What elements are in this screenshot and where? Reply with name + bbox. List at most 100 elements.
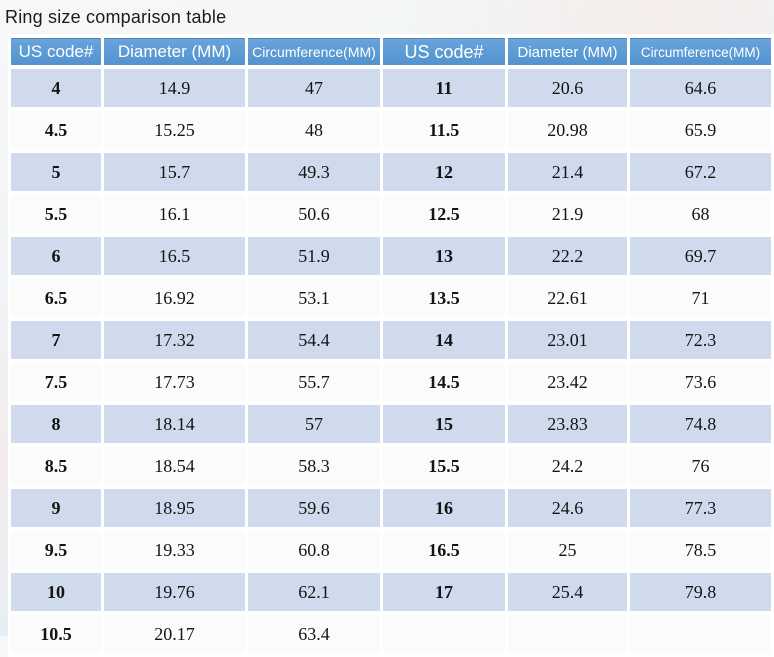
ring-size-table: US code# Diameter (MM) Circumference(MM)…: [8, 34, 774, 657]
table-cell: 6.5: [11, 279, 101, 317]
table-cell: 47: [248, 69, 380, 107]
table-cell: 4.5: [11, 111, 101, 149]
table-cell: 15.7: [104, 153, 245, 191]
table-cell: 48: [248, 111, 380, 149]
header-row: US code# Diameter (MM) Circumference(MM)…: [11, 38, 771, 65]
table-cell: 14: [383, 321, 505, 359]
table-row: 4.5 15.25 48 11.5 20.98 65.9: [11, 111, 771, 149]
table-row: 5 15.7 49.3 12 21.4 67.2: [11, 153, 771, 191]
table-cell: 62.1: [248, 573, 380, 611]
table-body: 4 14.9 47 11 20.6 64.6 4.5 15.25 48 11.5 20.98 65.9…: [11, 69, 771, 653]
table-row: 8.5 18.54 58.3 15.5 24.2 76: [11, 447, 771, 485]
table-cell: 10: [11, 573, 101, 611]
table-cell: 23.83: [508, 405, 627, 443]
table-row: 6.5 16.92 53.1 13.5 22.61 71: [11, 279, 771, 317]
column-header-circumference-left: Circumference(MM): [248, 38, 380, 65]
table-cell: 16.1: [104, 195, 245, 233]
table-cell: 51.9: [248, 237, 380, 275]
page-container: Ring size comparison table US code# Diam…: [5, 7, 771, 644]
table-cell: 13.5: [383, 279, 505, 317]
table-cell: 18.14: [104, 405, 245, 443]
ring-size-table-wrap: US code# Diameter (MM) Circumference(MM)…: [8, 34, 774, 657]
table-cell: 79.8: [630, 573, 771, 611]
table-cell: 14.5: [383, 363, 505, 401]
table-cell: 67.2: [630, 153, 771, 191]
table-row: 9.5 19.33 60.8 16.5 25 78.5: [11, 531, 771, 569]
table-cell: 14.9: [104, 69, 245, 107]
column-header-circumference-right: Circumference(MM): [630, 38, 771, 65]
table-cell: 21.4: [508, 153, 627, 191]
table-cell: 18.95: [104, 489, 245, 527]
table-cell: [508, 615, 627, 653]
table-cell: 16.5: [383, 531, 505, 569]
table-cell: 20.98: [508, 111, 627, 149]
table-cell: 9.5: [11, 531, 101, 569]
table-cell: 19.76: [104, 573, 245, 611]
table-cell: 17.73: [104, 363, 245, 401]
table-cell: 22.61: [508, 279, 627, 317]
table-cell: 16: [383, 489, 505, 527]
table-cell: 57: [248, 405, 380, 443]
table-cell: 8.5: [11, 447, 101, 485]
table-cell: 49.3: [248, 153, 380, 191]
table-row: 4 14.9 47 11 20.6 64.6: [11, 69, 771, 107]
column-header-us-code-left: US code#: [11, 38, 101, 65]
table-cell: [383, 615, 505, 653]
table-cell: 15.25: [104, 111, 245, 149]
table-row: 5.5 16.1 50.6 12.5 21.9 68: [11, 195, 771, 233]
table-row: 10 19.76 62.1 17 25.4 79.8: [11, 573, 771, 611]
table-row: 10.5 20.17 63.4: [11, 615, 771, 653]
table-cell: 63.4: [248, 615, 380, 653]
table-cell: 50.6: [248, 195, 380, 233]
table-row: 8 18.14 57 15 23.83 74.8: [11, 405, 771, 443]
table-cell: 76: [630, 447, 771, 485]
table-cell: 60.8: [248, 531, 380, 569]
table-cell: 23.42: [508, 363, 627, 401]
table-cell: 7.5: [11, 363, 101, 401]
table-cell: 8: [11, 405, 101, 443]
table-cell: 65.9: [630, 111, 771, 149]
column-header-diameter-right: Diameter (MM): [508, 38, 627, 65]
table-cell: 23.01: [508, 321, 627, 359]
table-cell: 71: [630, 279, 771, 317]
table-cell: 4: [11, 69, 101, 107]
table-cell: 24.6: [508, 489, 627, 527]
table-cell: 58.3: [248, 447, 380, 485]
table-cell: 5.5: [11, 195, 101, 233]
table-cell: 16.92: [104, 279, 245, 317]
table-cell: 9: [11, 489, 101, 527]
table-cell: 15.5: [383, 447, 505, 485]
column-header-diameter-left: Diameter (MM): [104, 38, 245, 65]
table-row: 7 17.32 54.4 14 23.01 72.3: [11, 321, 771, 359]
column-header-us-code-right: US code#: [383, 38, 505, 65]
table-cell: 74.8: [630, 405, 771, 443]
table-cell: 12: [383, 153, 505, 191]
table-cell: 13: [383, 237, 505, 275]
table-cell: 5: [11, 153, 101, 191]
table-cell: 53.1: [248, 279, 380, 317]
table-cell: [630, 615, 771, 653]
table-cell: 15: [383, 405, 505, 443]
table-cell: 11: [383, 69, 505, 107]
table-row: 9 18.95 59.6 16 24.6 77.3: [11, 489, 771, 527]
table-cell: 25.4: [508, 573, 627, 611]
table-cell: 18.54: [104, 447, 245, 485]
table-cell: 54.4: [248, 321, 380, 359]
table-cell: 17: [383, 573, 505, 611]
table-cell: 20.17: [104, 615, 245, 653]
table-cell: 73.6: [630, 363, 771, 401]
table-cell: 22.2: [508, 237, 627, 275]
table-cell: 10.5: [11, 615, 101, 653]
table-cell: 77.3: [630, 489, 771, 527]
table-cell: 19.33: [104, 531, 245, 569]
table-cell: 59.6: [248, 489, 380, 527]
table-cell: 7: [11, 321, 101, 359]
table-cell: 78.5: [630, 531, 771, 569]
page-title: Ring size comparison table: [5, 7, 227, 27]
table-cell: 69.7: [630, 237, 771, 275]
table-cell: 11.5: [383, 111, 505, 149]
table-cell: 25: [508, 531, 627, 569]
table-cell: 55.7: [248, 363, 380, 401]
table-cell: 64.6: [630, 69, 771, 107]
